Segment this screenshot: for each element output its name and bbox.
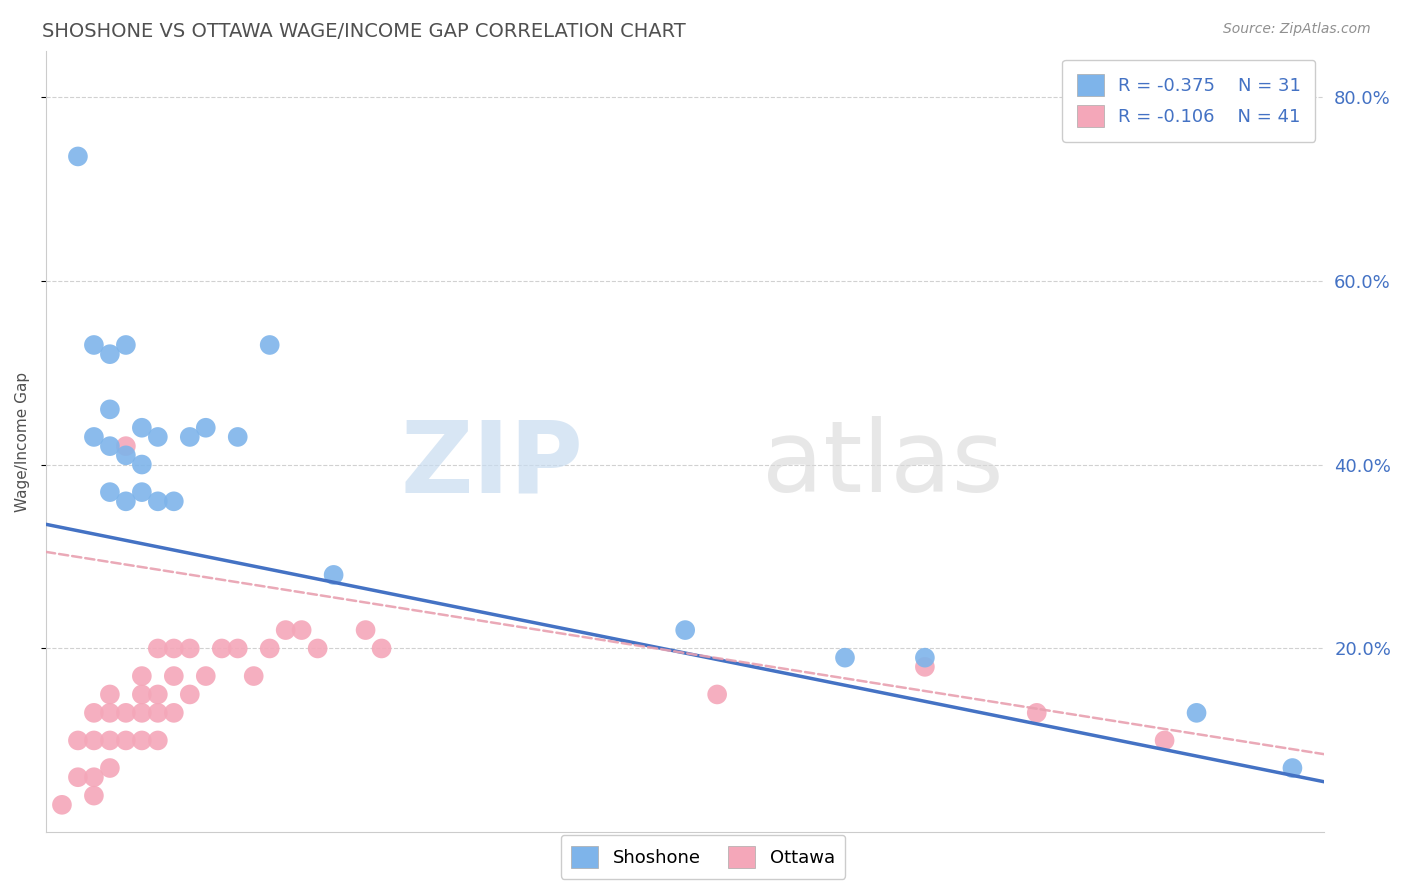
Point [1025, 706, 1047, 720]
Point [163, 494, 186, 508]
Point [163, 641, 186, 656]
Point [131, 485, 153, 500]
Point [179, 641, 201, 656]
Point [274, 623, 297, 637]
Point [307, 641, 329, 656]
Point [291, 623, 314, 637]
Y-axis label: Wage/Income Gap: Wage/Income Gap [15, 371, 30, 512]
Point [98, 485, 121, 500]
Point [1185, 706, 1208, 720]
Point [242, 669, 264, 683]
Point [98, 439, 121, 453]
Point [146, 641, 169, 656]
Point [115, 706, 138, 720]
Text: ZIP: ZIP [401, 417, 583, 514]
Point [83, 338, 105, 352]
Point [1281, 761, 1303, 775]
Text: Source: ZipAtlas.com: Source: ZipAtlas.com [1223, 22, 1371, 37]
Point [98, 347, 121, 361]
Point [66, 733, 89, 747]
Text: atlas: atlas [762, 417, 1004, 514]
Point [194, 669, 217, 683]
Legend: R = -0.375    N = 31, R = -0.106    N = 41: R = -0.375 N = 31, R = -0.106 N = 41 [1062, 60, 1316, 142]
Point [66, 770, 89, 784]
Point [673, 623, 696, 637]
Point [146, 706, 169, 720]
Point [83, 430, 105, 444]
Point [834, 650, 856, 665]
Point [115, 439, 138, 453]
Point [66, 149, 89, 163]
Point [98, 761, 121, 775]
Point [163, 706, 186, 720]
Point [194, 421, 217, 435]
Point [83, 733, 105, 747]
Point [146, 688, 169, 702]
Point [115, 733, 138, 747]
Point [131, 421, 153, 435]
Point [115, 448, 138, 462]
Point [914, 650, 936, 665]
Point [226, 641, 249, 656]
Point [706, 688, 728, 702]
Point [51, 797, 73, 812]
Legend: Shoshone, Ottawa: Shoshone, Ottawa [561, 835, 845, 879]
Point [179, 688, 201, 702]
Point [211, 641, 233, 656]
Point [98, 733, 121, 747]
Point [322, 567, 344, 582]
Point [131, 688, 153, 702]
Text: SHOSHONE VS OTTAWA WAGE/INCOME GAP CORRELATION CHART: SHOSHONE VS OTTAWA WAGE/INCOME GAP CORRE… [42, 22, 686, 41]
Point [83, 789, 105, 803]
Point [179, 430, 201, 444]
Point [83, 706, 105, 720]
Point [259, 338, 281, 352]
Point [98, 706, 121, 720]
Point [370, 641, 392, 656]
Point [914, 660, 936, 674]
Point [83, 770, 105, 784]
Point [131, 669, 153, 683]
Point [259, 641, 281, 656]
Point [1153, 733, 1175, 747]
Point [115, 494, 138, 508]
Point [115, 338, 138, 352]
Point [98, 688, 121, 702]
Point [354, 623, 377, 637]
Point [131, 733, 153, 747]
Point [131, 458, 153, 472]
Point [146, 430, 169, 444]
Point [98, 402, 121, 417]
Point [226, 430, 249, 444]
Point [163, 669, 186, 683]
Point [146, 733, 169, 747]
Point [131, 706, 153, 720]
Point [146, 494, 169, 508]
